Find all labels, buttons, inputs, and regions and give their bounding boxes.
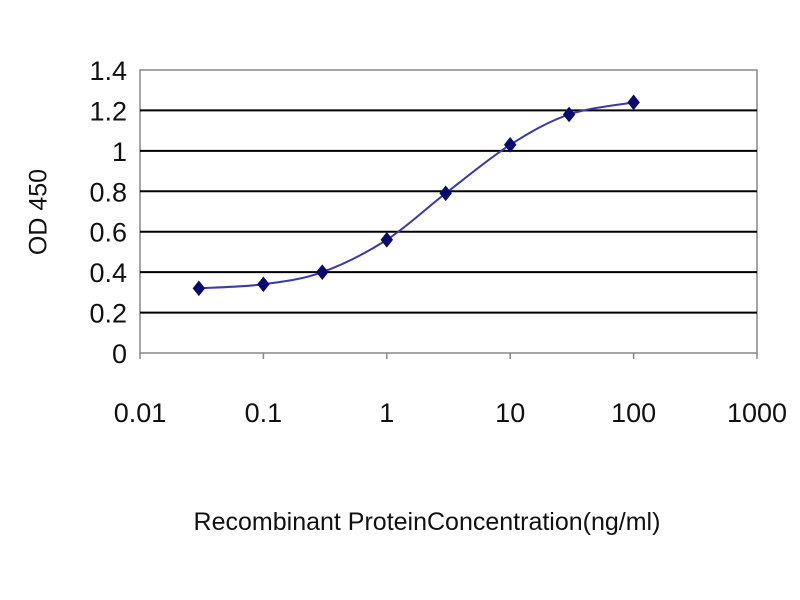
data-point (627, 94, 640, 111)
y-tick-label: 0.8 (89, 177, 127, 207)
data-point (562, 106, 576, 123)
y-tick-label: 1.2 (89, 96, 127, 126)
x-tick-marks (139, 353, 758, 359)
x-axis-title: Recombinant ProteinConcentration(ng/ml) (194, 508, 661, 536)
data-point (503, 136, 517, 153)
x-tick-labels: 0.01 0.1 1 10 100 1000 (114, 398, 787, 428)
y-tick-label: 1 (112, 137, 127, 167)
data-point (380, 231, 394, 248)
y-tick-label: 0.2 (89, 299, 127, 329)
y-gridlines (140, 109, 757, 314)
series-layer (192, 94, 640, 297)
x-tick-label: 100 (611, 398, 656, 428)
y-tick-label: 0.4 (89, 258, 127, 288)
plot-area (139, 69, 758, 354)
x-tick-label: 0.1 (245, 398, 283, 428)
y-tick-label: 1.4 (89, 56, 127, 86)
y-tick-labels: 0 0.2 0.4 0.6 0.8 1 1.2 1.4 (89, 56, 127, 369)
data-point (439, 185, 452, 202)
plot-border (139, 69, 758, 354)
x-tick-label: 1 (379, 398, 394, 428)
data-point (316, 264, 329, 280)
y-tick-label: 0 (112, 339, 127, 369)
y-tick-label: 0.6 (89, 218, 127, 248)
data-point (192, 280, 206, 297)
x-tick-label: 10 (495, 398, 525, 428)
data-point (257, 276, 270, 293)
y-axis-title: OD 450 (25, 169, 53, 255)
x-tick-label: 1000 (727, 398, 787, 428)
x-tick-label: 0.01 (114, 398, 167, 428)
